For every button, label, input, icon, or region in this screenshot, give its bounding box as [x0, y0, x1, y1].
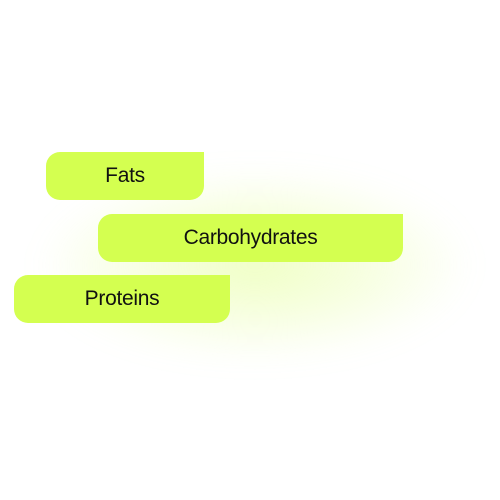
pill-proteins: Proteins [14, 275, 230, 323]
pill-label-carbohydrates: Carbohydrates [183, 226, 318, 249]
pill-label-fats: Fats [105, 164, 145, 187]
background-glow [40, 170, 470, 360]
pill-label-proteins: Proteins [84, 287, 160, 310]
pill-carbohydrates: Carbohydrates [98, 214, 403, 262]
pill-fats: Fats [46, 152, 204, 200]
